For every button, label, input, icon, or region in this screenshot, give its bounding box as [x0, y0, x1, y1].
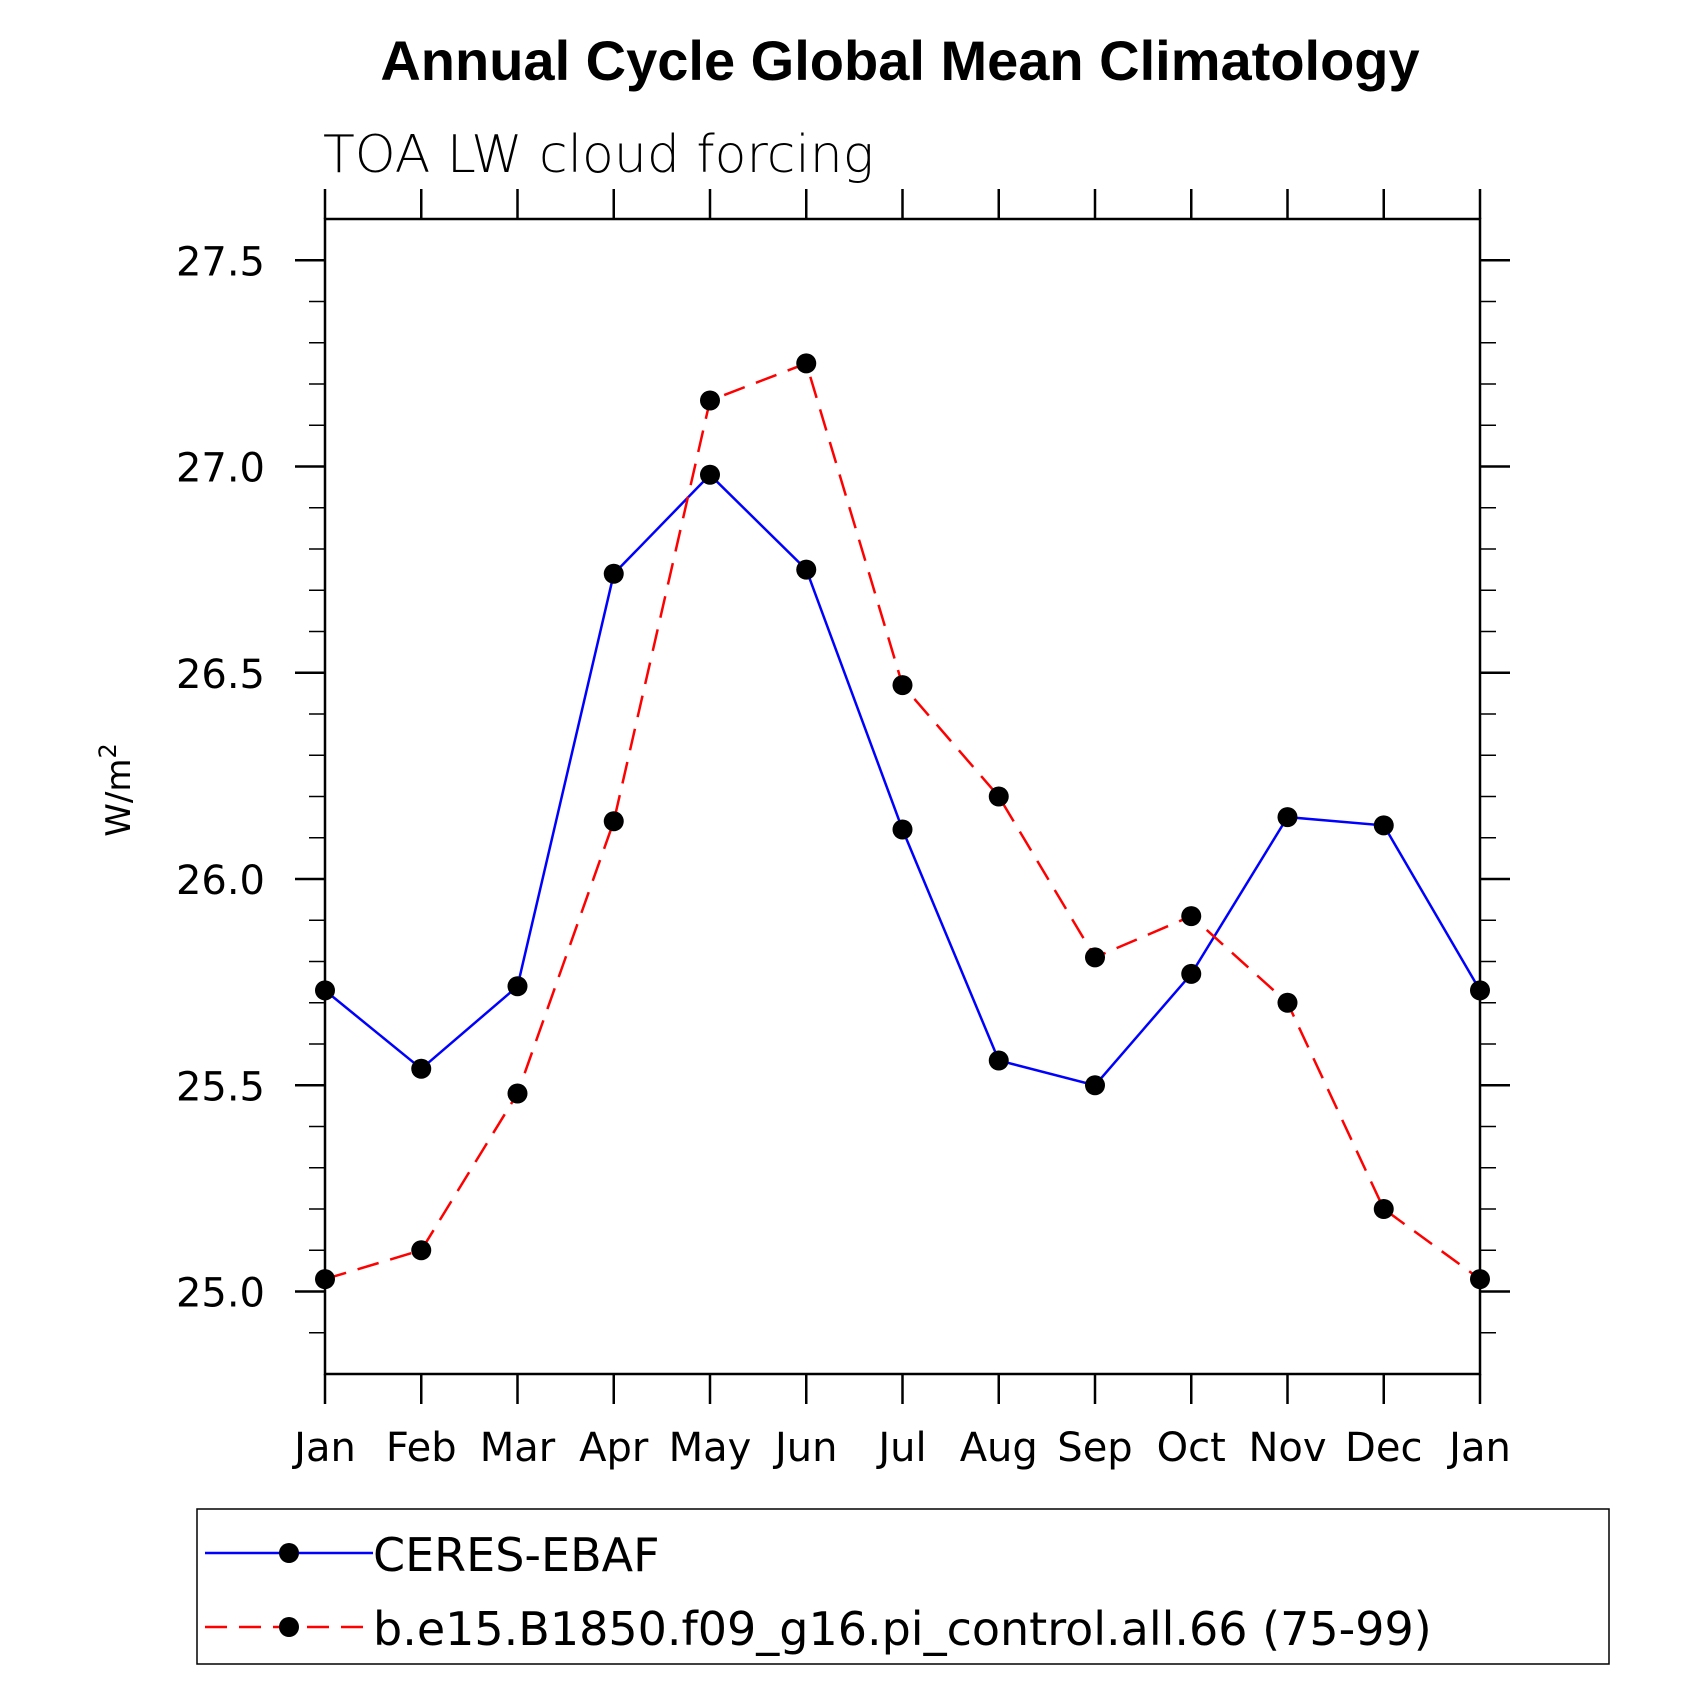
y-axis-label: W/m2 [94, 743, 139, 836]
legend-box [196, 1508, 1610, 1665]
data-point-model [796, 353, 817, 374]
data-point-ceres [603, 563, 624, 584]
data-point-ceres [507, 976, 528, 997]
y-tick-label: 25.0 [176, 1271, 265, 1317]
y-tick-label: 27.0 [176, 446, 265, 492]
x-tick-label: Sep [1057, 1425, 1132, 1471]
data-point-model [700, 390, 720, 411]
data-point-model [892, 675, 913, 696]
plot-frame [323, 217, 1482, 1376]
data-point-model [1085, 947, 1105, 968]
x-tick-label: Dec [1345, 1425, 1422, 1471]
data-point-ceres [1373, 815, 1394, 836]
x-tick-label: Jan [1446, 1425, 1511, 1471]
y-tick-label: 26.5 [176, 652, 265, 698]
x-tick-label: Jun [772, 1425, 838, 1471]
x-tick-label: Oct [1157, 1425, 1226, 1471]
data-point-model [1373, 1199, 1394, 1219]
chart-title: Annual Cycle Global Mean Climatology [380, 29, 1419, 92]
axis-ticks: Jan Feb Mar Apr May Jun Jul Aug Sep Oct Nov Dec Jan 2… [176, 189, 1511, 1471]
data-point-model [1277, 992, 1298, 1013]
data-point-ceres [1181, 963, 1202, 984]
legend: CERES-EBAF b.e15.B1850.f09_g16.pi_contro… [196, 1508, 1610, 1665]
data-point-ceres [892, 819, 913, 840]
x-tick-label: Feb [386, 1425, 457, 1471]
data-point-model [1181, 906, 1202, 927]
data-point-ceres [1277, 807, 1298, 828]
data-point-ceres [1085, 1075, 1105, 1096]
legend-marker-model [279, 1617, 299, 1637]
data-point-model [988, 786, 1009, 807]
chart-subtitle: TOA LW cloud forcing [323, 125, 874, 185]
y-axis-label-exponent: 2 [94, 743, 122, 758]
y-tick-label: 26.0 [176, 858, 265, 904]
data-point-model [507, 1083, 528, 1104]
y-tick-label: 25.5 [176, 1064, 265, 1110]
y-tick-label: 27.5 [176, 239, 265, 285]
legend-marker-ceres [279, 1543, 299, 1563]
series-markers [315, 353, 1490, 1290]
x-tick-label: Mar [480, 1425, 556, 1471]
x-tick-label: Nov [1248, 1425, 1326, 1471]
data-point-ceres [988, 1050, 1009, 1071]
series-line-ceres [324, 473, 1482, 1087]
data-point-ceres [700, 464, 720, 485]
x-tick-label: Jan [291, 1425, 356, 1471]
legend-label-model: b.e15.B1850.f09_g16.pi_control.all.66 (7… [373, 1602, 1432, 1656]
data-point-ceres [796, 559, 817, 580]
x-tick-label: May [669, 1425, 752, 1471]
x-tick-label: Aug [960, 1425, 1038, 1471]
y-axis-label-unit: W/m [99, 759, 139, 837]
data-point-ceres [411, 1058, 432, 1079]
data-point-model [603, 811, 624, 832]
legend-label-ceres: CERES-EBAF [373, 1528, 660, 1582]
x-tick-label: Jul [875, 1425, 926, 1471]
x-tick-label: Apr [579, 1425, 649, 1471]
data-point-model [411, 1240, 432, 1261]
